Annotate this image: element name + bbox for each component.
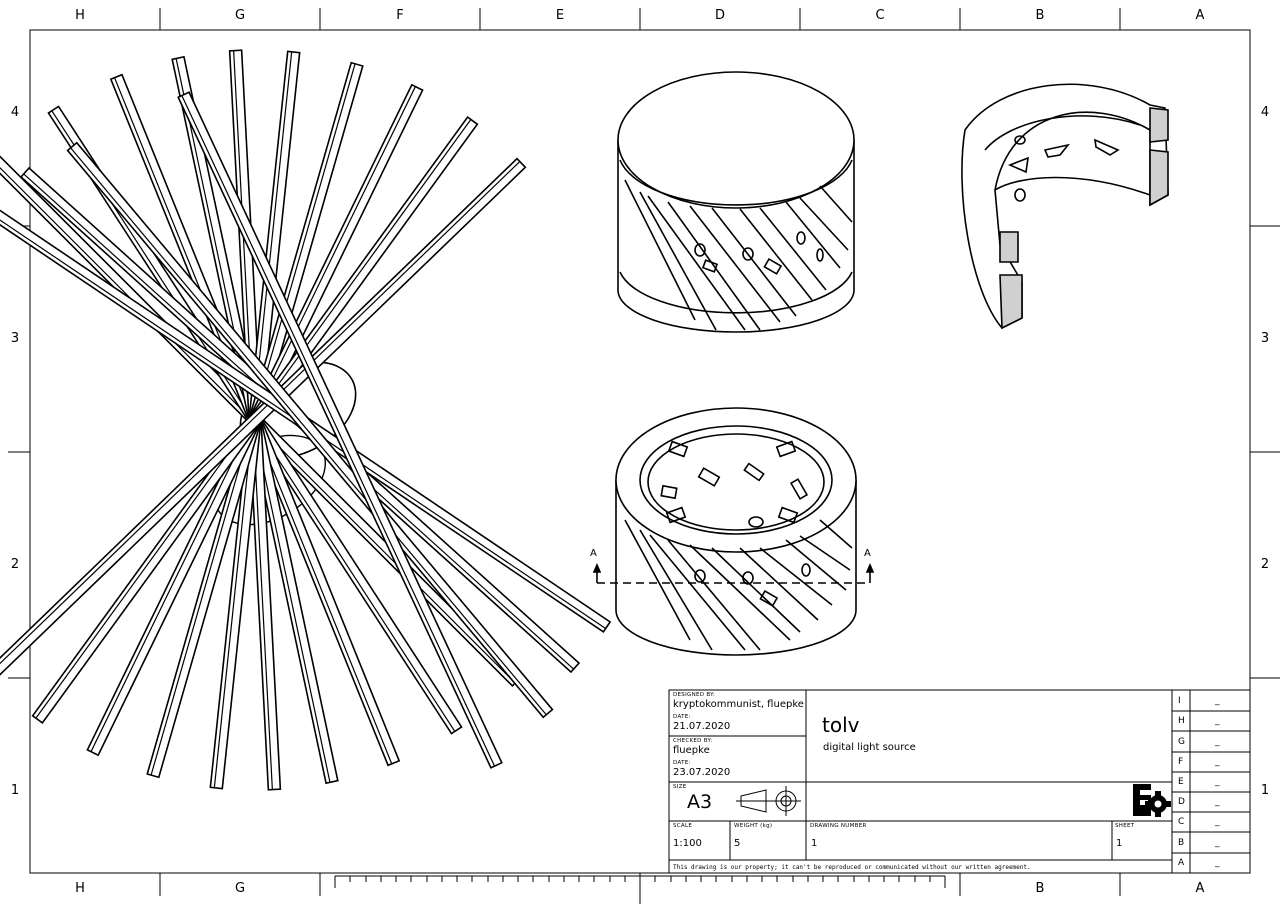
date-label-designed: DATE: <box>673 714 691 720</box>
section-label-left: A <box>590 548 597 559</box>
designed-by-label: DESIGNED BY: <box>673 692 716 698</box>
company-logo <box>1133 784 1171 817</box>
zone-left-3: 3 <box>10 331 20 346</box>
size-value: A3 <box>687 791 713 813</box>
date-designed-value: 21.07.2020 <box>673 721 731 732</box>
revision-value: _ <box>1215 757 1220 767</box>
revision-value: _ <box>1215 777 1220 787</box>
revision-letter: F <box>1178 757 1184 767</box>
revision-letter: H <box>1178 716 1185 726</box>
revision-value: _ <box>1215 716 1220 726</box>
weight-value: 5 <box>734 838 741 849</box>
revision-value: _ <box>1215 797 1220 807</box>
revision-value: _ <box>1215 858 1220 868</box>
revision-letter: D <box>1178 797 1185 807</box>
zone-top-f: F <box>396 8 404 23</box>
zone-bottom-a: A <box>1195 881 1205 896</box>
projection-symbol-icon <box>736 786 801 816</box>
drawing-title: tolv <box>822 713 860 737</box>
drawing-number-value: 1 <box>811 838 818 849</box>
revision-letter: B <box>1178 838 1185 848</box>
title-block-grid <box>668 689 1251 874</box>
sheet-label: SHEET <box>1115 823 1135 829</box>
drawing-number-label: DRAWING NUMBER <box>810 823 867 829</box>
drawing-subtitle: digital light source <box>823 742 916 753</box>
revision-value: _ <box>1215 696 1220 706</box>
zone-top-d: D <box>714 8 725 23</box>
isometric-view-closed <box>617 71 855 333</box>
zone-top-b: B <box>1035 8 1045 23</box>
checked-by-label: CHECKED BY: <box>673 738 713 744</box>
exploded-view <box>0 49 611 791</box>
zone-bottom-b: B <box>1035 881 1045 896</box>
scale-ruler <box>334 875 946 888</box>
scale-value: 1:100 <box>673 838 702 849</box>
revision-value: _ <box>1215 838 1220 848</box>
zone-top-c: C <box>875 8 885 23</box>
sheet-value: 1 <box>1116 838 1123 849</box>
weight-label: WEIGHT (kg) <box>734 823 773 829</box>
designed-by-value: kryptokommunist, fluepke <box>673 699 804 710</box>
disclaimer-text: This drawing is our property; it can't b… <box>673 864 1031 871</box>
section-label-right: A <box>864 548 871 559</box>
revision-letter: E <box>1178 777 1184 787</box>
revision-letter: G <box>1178 737 1185 747</box>
zone-top-e: E <box>555 8 565 23</box>
revision-letter: I <box>1178 696 1181 706</box>
zone-right-3: 3 <box>1260 331 1270 346</box>
zone-right-2: 2 <box>1260 557 1270 572</box>
revision-value: _ <box>1215 737 1220 747</box>
isometric-view-open <box>592 407 875 656</box>
revision-value: _ <box>1215 817 1220 827</box>
revision-letter: C <box>1178 817 1185 827</box>
checked-by-value: fluepke <box>673 745 710 756</box>
date-label-checked: DATE: <box>673 760 691 766</box>
zone-left-1: 1 <box>10 783 20 798</box>
zone-top-a: A <box>1195 8 1205 23</box>
zone-top-h: H <box>75 8 85 23</box>
revision-letter: A <box>1178 858 1185 868</box>
zone-right-4: 4 <box>1260 105 1270 120</box>
scale-label: SCALE <box>673 823 693 829</box>
section-view <box>961 83 1169 330</box>
zone-left-2: 2 <box>10 557 20 572</box>
size-label: SIZE <box>673 784 687 790</box>
zone-bottom-h: H <box>75 881 85 896</box>
zone-bottom-g: G <box>234 881 246 896</box>
zone-right-1: 1 <box>1260 783 1270 798</box>
zone-top-g: G <box>234 8 246 23</box>
date-checked-value: 23.07.2020 <box>673 767 731 778</box>
zone-left-4: 4 <box>10 105 20 120</box>
